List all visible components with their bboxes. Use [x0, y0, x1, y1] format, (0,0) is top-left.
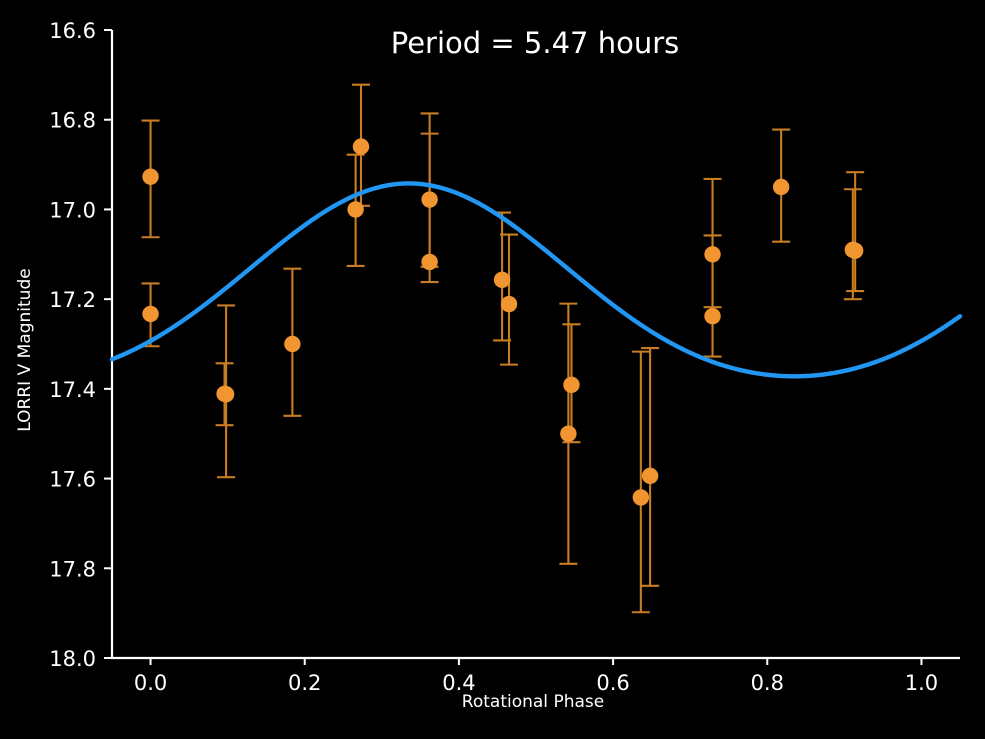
data-point [641, 467, 659, 485]
x-tick-label: 0.6 [596, 671, 629, 695]
fit-curve [109, 181, 963, 379]
y-tick-label: 17.4 [49, 378, 96, 402]
x-tick-label: 0.2 [288, 671, 321, 695]
y-tick-label: 18.0 [49, 647, 96, 671]
data-point [704, 246, 721, 263]
y-axis-label: LORRI V Magnitude [15, 268, 35, 431]
x-tick-label: 0.0 [134, 671, 167, 695]
data-point [284, 335, 301, 353]
x-axis-label: Rotational Phase [462, 692, 604, 712]
x-tick-label: 1.0 [905, 671, 938, 695]
errorbar [846, 171, 865, 293]
data-point [421, 253, 438, 271]
data-point [347, 201, 364, 218]
x-tick-label: 0.4 [442, 671, 475, 695]
x-axis-ticks: 0.0 0.2 0.4 0.6 0.8 1.0 [134, 658, 938, 695]
data-point [500, 295, 518, 313]
y-tick-label: 17.0 [49, 198, 96, 222]
data-point [352, 138, 370, 155]
y-tick-label: 17.8 [49, 557, 96, 581]
y-tick-label: 17.6 [49, 468, 96, 492]
y-tick-label: 16.8 [49, 109, 96, 133]
fit-curve-group [109, 181, 963, 379]
data-point [704, 307, 721, 325]
data-point [142, 168, 159, 185]
errorbar [631, 350, 650, 614]
data-point [217, 386, 235, 403]
chart-title: Period = 5.47 hours [391, 26, 680, 60]
data-point [560, 425, 577, 442]
data-point [421, 191, 438, 208]
data-point [493, 271, 511, 289]
errorbar [641, 346, 660, 587]
data-point [772, 178, 790, 196]
x-tick-label: 0.8 [751, 671, 784, 695]
y-axis-ticks: 16.6 16.8 17.0 17.2 17.4 17.6 17.8 18.0 [49, 19, 112, 671]
y-tick-label: 17.2 [49, 288, 96, 312]
data-point [632, 489, 650, 506]
y-tick-label: 16.6 [49, 19, 96, 43]
data-point-group [142, 138, 864, 506]
data-point [846, 242, 864, 259]
data-point [142, 305, 159, 323]
data-point [563, 376, 580, 394]
